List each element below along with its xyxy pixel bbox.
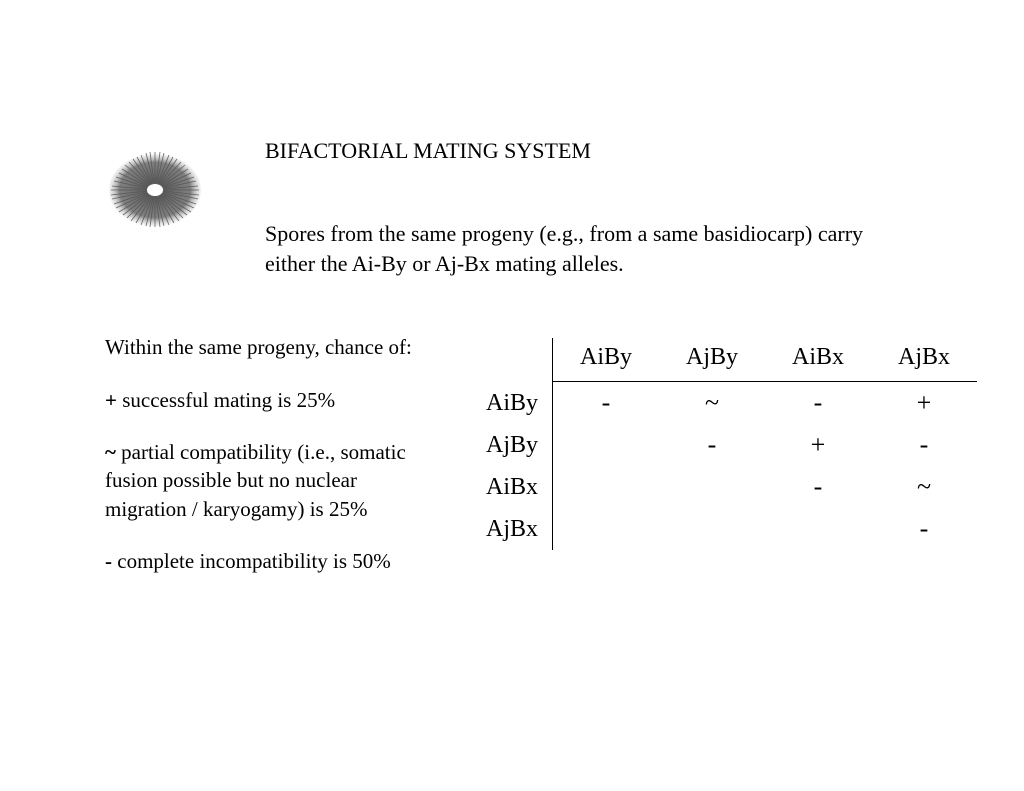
page-subtitle: Spores from the same progeny (e.g., from… [265, 219, 905, 278]
minus-symbol: - [105, 549, 112, 573]
row-header: AjBy [480, 424, 553, 466]
matrix-corner [480, 338, 553, 382]
table-row: AiBx - ~ [480, 466, 977, 508]
cell: - [553, 382, 660, 425]
body-row: Within the same progeny, chance of: + su… [0, 278, 1024, 599]
row-header: AiBx [480, 466, 553, 508]
plus-text: successful mating is 25% [117, 388, 335, 412]
minus-text: complete incompatibility is 50% [112, 549, 391, 573]
legend-plus: + successful mating is 25% [105, 386, 435, 414]
legend-minus: - complete incompatibility is 50% [105, 547, 435, 575]
legend-tilde: ~ partial compatibility (i.e., somatic f… [105, 438, 435, 523]
tilde-text: partial compatibility (i.e., somatic fus… [105, 440, 406, 521]
cell: + [871, 382, 977, 425]
cell [659, 466, 765, 508]
legend-column: Within the same progeny, chance of: + su… [105, 333, 435, 599]
matrix-column: AiBy AjBy AiBx AjBx AiBy - ~ - + AjBy - [435, 333, 977, 599]
legend-intro: Within the same progeny, chance of: [105, 333, 435, 361]
cell: - [659, 424, 765, 466]
cell [659, 508, 765, 550]
cell: - [871, 508, 977, 550]
header-row: BIFACTORIAL MATING SYSTEM Spores from th… [0, 0, 1024, 278]
spore-print-icon [105, 150, 205, 230]
cell: - [765, 466, 871, 508]
row-header: AiBy [480, 382, 553, 425]
cell: ~ [871, 466, 977, 508]
cell: - [765, 382, 871, 425]
spore-image-wrap [105, 130, 215, 230]
col-header: AiBy [553, 338, 660, 382]
cell [553, 424, 660, 466]
page-title: BIFACTORIAL MATING SYSTEM [265, 138, 905, 164]
tilde-symbol: ~ [105, 440, 116, 464]
plus-symbol: + [105, 388, 117, 412]
row-header: AjBx [480, 508, 553, 550]
compatibility-matrix: AiBy AjBy AiBx AjBx AiBy - ~ - + AjBy - [480, 338, 977, 550]
cell: + [765, 424, 871, 466]
table-row: AjBx - [480, 508, 977, 550]
col-header: AjBy [659, 338, 765, 382]
cell: - [871, 424, 977, 466]
title-block: BIFACTORIAL MATING SYSTEM Spores from th… [215, 130, 905, 278]
table-row: AjBy - + - [480, 424, 977, 466]
cell [765, 508, 871, 550]
col-header: AiBx [765, 338, 871, 382]
cell: ~ [659, 382, 765, 425]
cell [553, 508, 660, 550]
col-header: AjBx [871, 338, 977, 382]
table-row: AiBy - ~ - + [480, 382, 977, 425]
cell [553, 466, 660, 508]
